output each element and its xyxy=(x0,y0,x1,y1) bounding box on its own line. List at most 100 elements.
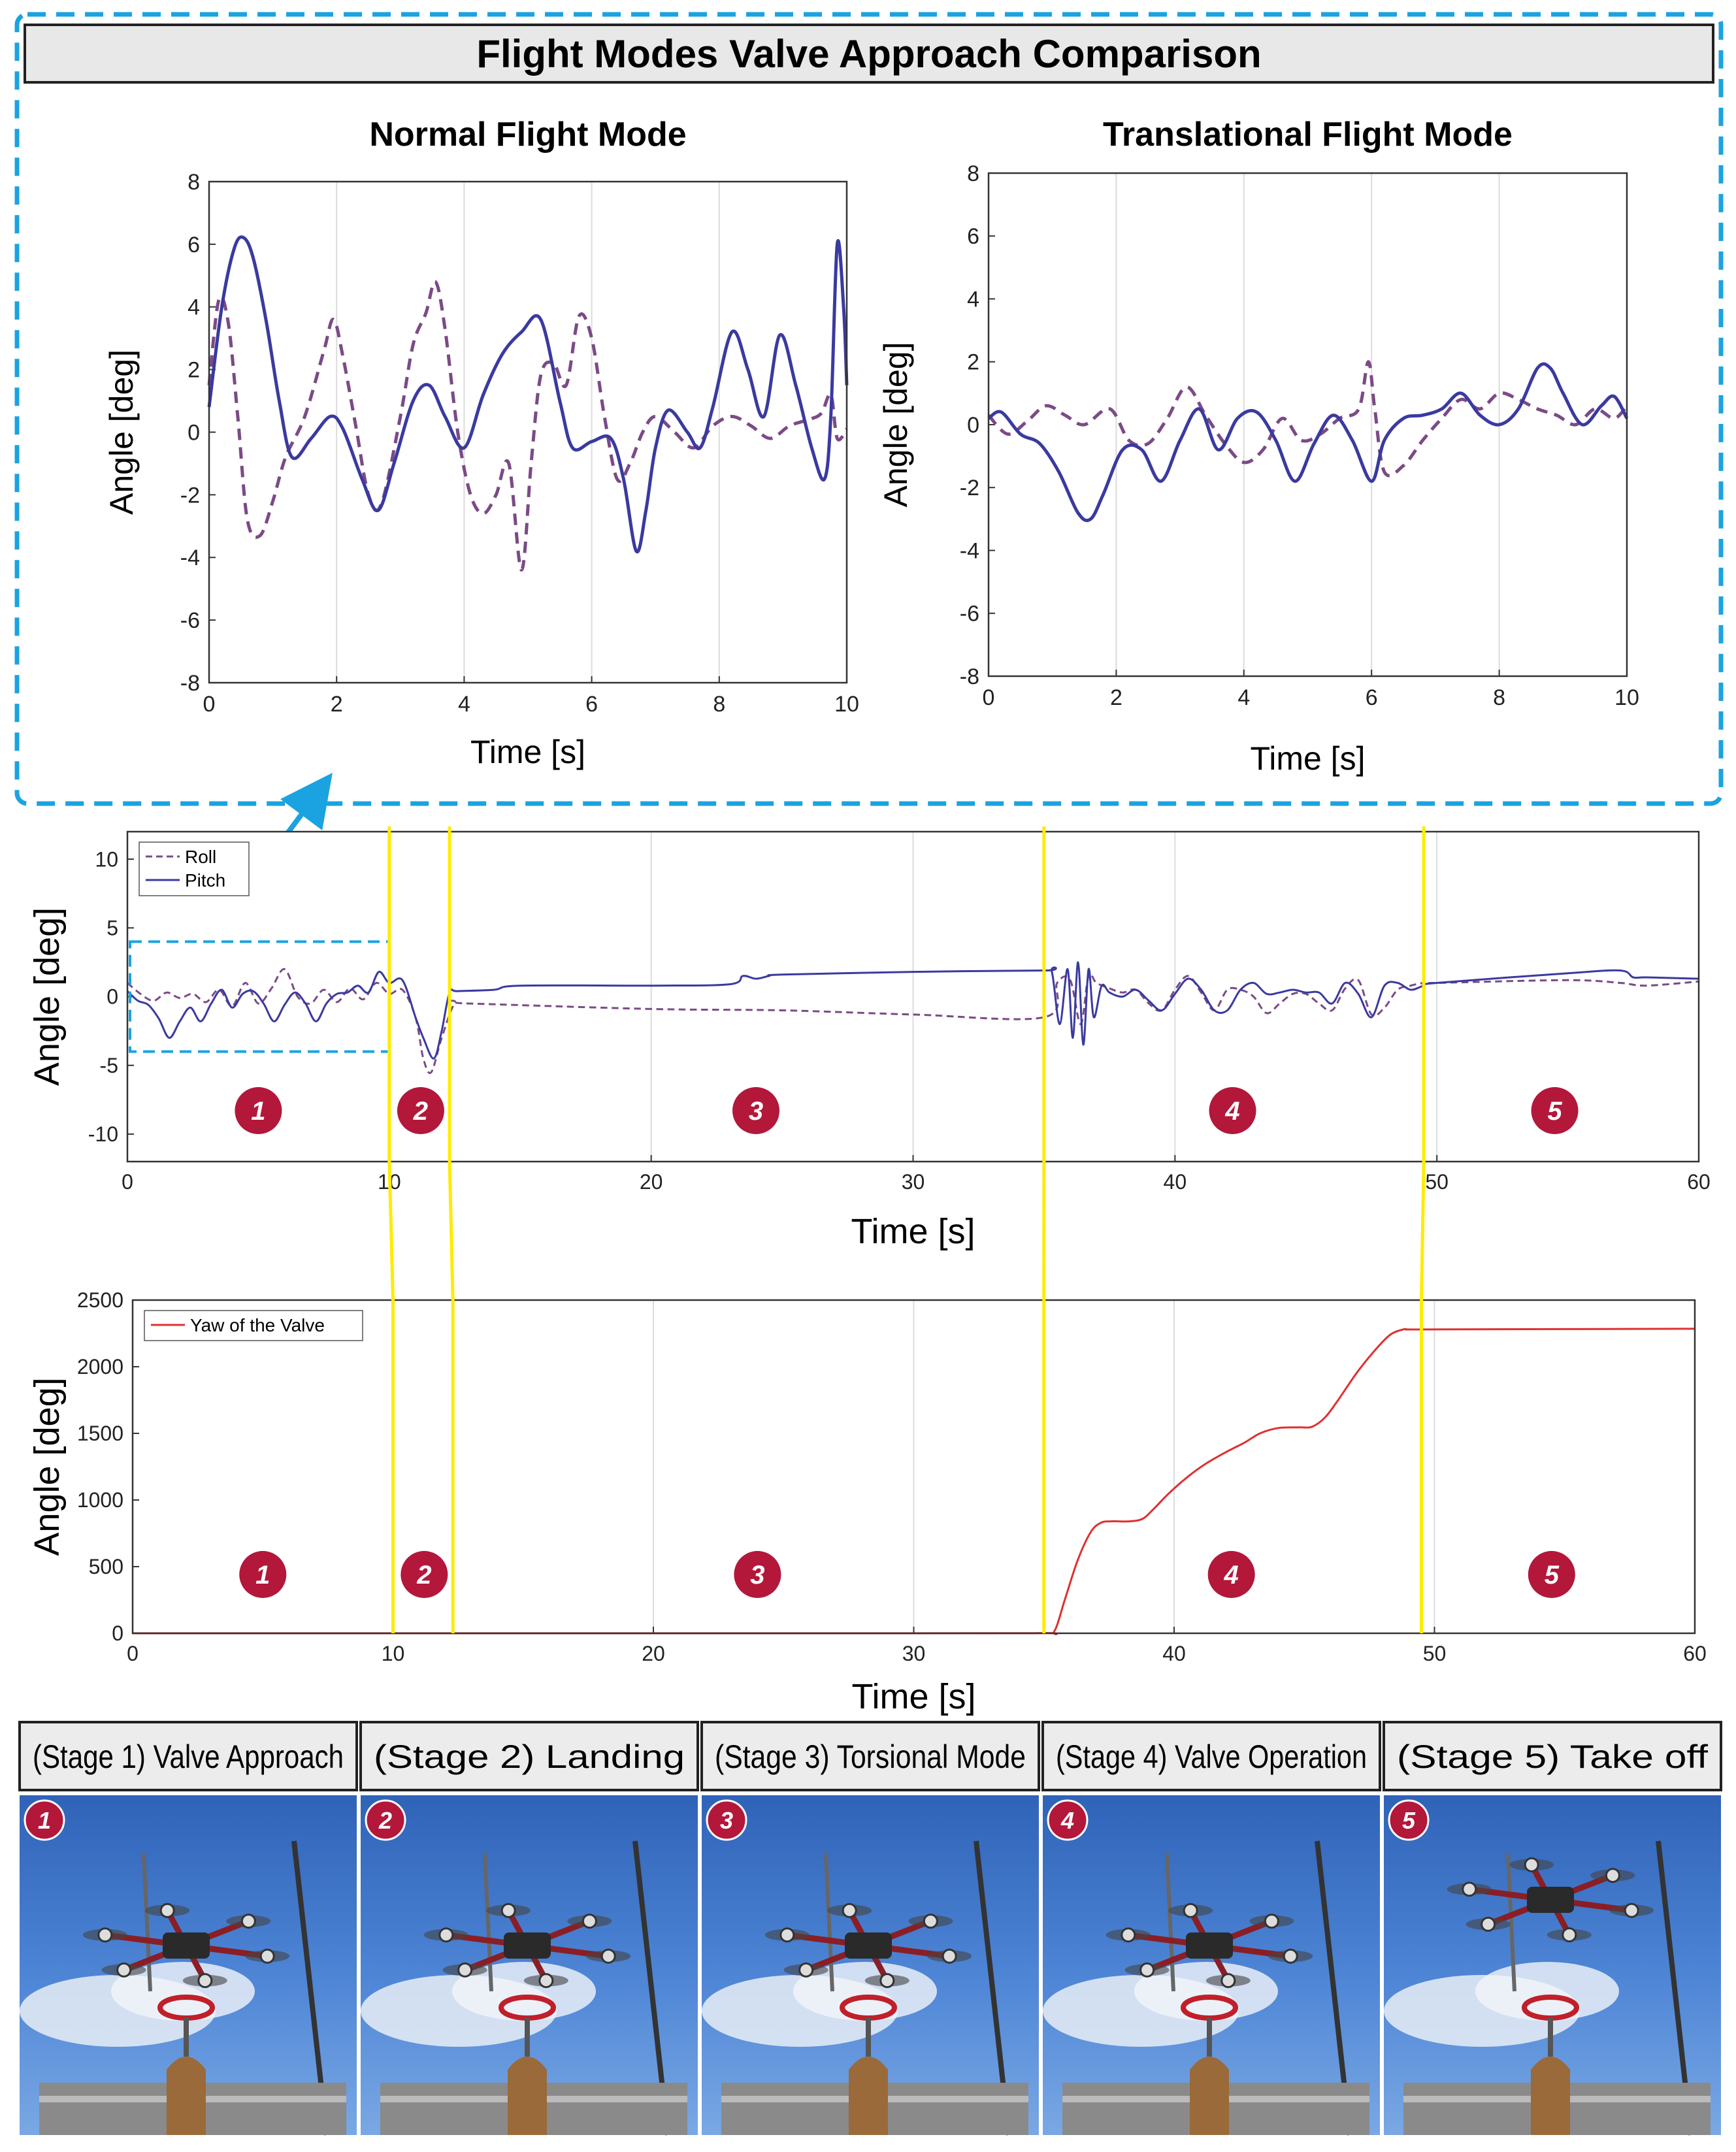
y-tick-label: 8 xyxy=(967,161,979,186)
comparison-title: Flight Modes Valve Approach Comparison xyxy=(476,32,1261,76)
x-tick-label: 10 xyxy=(1614,685,1639,710)
stage-panel-5: (Stage 5) Take off 5 xyxy=(1383,1721,1722,2136)
stage-photo xyxy=(702,1795,1039,2136)
x-tick-label: 30 xyxy=(902,1170,925,1194)
stage-panel-4: (Stage 4) Valve Operation 4 xyxy=(1041,1721,1381,2136)
y-tick-label: 6 xyxy=(188,233,200,257)
comparison-callout-frame xyxy=(14,12,1724,806)
y-axis-label: Angle [deg] xyxy=(27,1377,67,1556)
x-tick-label: 4 xyxy=(458,692,470,717)
x-tick-label: 60 xyxy=(1687,1170,1711,1194)
stage-badge-1: 1 xyxy=(239,1551,287,1598)
photo-badge: 1 xyxy=(24,1799,65,1841)
stage-badge-2: 2 xyxy=(397,1087,444,1134)
stage-boundary-line xyxy=(448,826,455,1633)
y-axis-label: Angle [deg] xyxy=(27,907,67,1086)
svg-text:5: 5 xyxy=(1545,1561,1560,1590)
x-tick-label: 6 xyxy=(585,692,598,717)
x-axis-label: Time [s] xyxy=(851,1212,975,1251)
stage-badge-3: 3 xyxy=(734,1551,781,1598)
stage-badge-1: 1 xyxy=(235,1087,282,1134)
photo-badge: 3 xyxy=(706,1799,747,1841)
normal-flight-mode-chart: 0 2 4 6 8 10 -8 -6 -4 -2 0 2 4 6 8 Normal Flight Mode Ti… xyxy=(103,116,859,770)
svg-text:2: 2 xyxy=(416,1561,431,1590)
x-tick-label: 20 xyxy=(640,1170,663,1194)
y-tick-label: 6 xyxy=(967,224,979,249)
y-tick-label: -5 xyxy=(100,1054,118,1077)
stage-boundary-line xyxy=(387,826,395,1633)
y-tick-label: 1500 xyxy=(77,1422,123,1445)
y-tick-label: 2 xyxy=(967,350,979,375)
y-tick-label: 4 xyxy=(967,287,979,312)
y-tick-label: 10 xyxy=(95,847,118,871)
svg-text:4: 4 xyxy=(1224,1561,1239,1590)
stage-panel-1: (Stage 1) Valve Approach 1 xyxy=(18,1721,358,2136)
drone-icon xyxy=(1447,1857,1654,1943)
x-tick-label: 2 xyxy=(1110,685,1122,710)
svg-text:2: 2 xyxy=(378,1807,392,1834)
series-roll xyxy=(127,968,1699,1074)
axes-box xyxy=(987,172,1628,677)
x-tick-label: 50 xyxy=(1423,1642,1447,1665)
x-axis-label: Time [s] xyxy=(851,1677,975,1716)
x-tick-label: 20 xyxy=(642,1642,665,1665)
y-tick-label: 500 xyxy=(89,1555,123,1578)
stage-photo xyxy=(1384,1795,1721,2136)
y-tick-label: -6 xyxy=(960,602,979,627)
x-tick-label: 0 xyxy=(983,685,995,710)
y-tick-label: 8 xyxy=(188,170,200,195)
stage-label-box xyxy=(1383,1721,1722,1791)
x-axis-label: Time [s] xyxy=(470,734,585,770)
svg-text:4: 4 xyxy=(1060,1807,1074,1834)
stage-label: (Stage 1) Valve Approach xyxy=(33,1738,344,1775)
legend-label: Pitch xyxy=(185,870,225,890)
stage-badge-5: 5 xyxy=(1528,1551,1575,1598)
chart-title: Normal Flight Mode xyxy=(369,116,686,154)
legend-label: Roll xyxy=(185,847,216,867)
stage-panel-3: (Stage 3) Torsional Mode 3 xyxy=(700,1721,1040,2136)
stage-label-box xyxy=(700,1721,1040,1791)
plot-area xyxy=(209,182,847,683)
x-tick-label: 10 xyxy=(382,1642,405,1665)
stage-badge-4: 4 xyxy=(1209,1087,1256,1134)
drone-icon xyxy=(764,1902,972,1989)
x-tick-label: 40 xyxy=(1162,1642,1186,1665)
stage-photo xyxy=(20,1795,357,2136)
legend-label: Yaw of the Valve xyxy=(190,1315,325,1335)
y-tick-label: 2000 xyxy=(77,1355,123,1378)
svg-text:2: 2 xyxy=(413,1097,428,1126)
stage-label: (Stage 2) Landing xyxy=(374,1738,685,1775)
x-tick-label: 40 xyxy=(1164,1170,1187,1194)
y-tick-label: -10 xyxy=(88,1122,118,1146)
series-pitch xyxy=(207,235,849,554)
stage-label: (Stage 4) Valve Operation xyxy=(1056,1738,1367,1775)
translational-flight-mode-chart: 0 2 4 6 8 10 -8 -6 -4 -2 0 2 4 6 8 Translational Flight… xyxy=(877,116,1639,777)
drone-icon xyxy=(82,1902,290,1989)
stage-panel-2: (Stage 2) Landing 2 xyxy=(359,1721,699,2136)
x-tick-label: 8 xyxy=(1493,685,1505,710)
y-tick-label: 5 xyxy=(106,916,118,939)
x-tick-label: 30 xyxy=(902,1642,926,1665)
x-tick-label: 2 xyxy=(331,692,343,717)
y-tick-label: 0 xyxy=(106,985,118,1009)
axes-box xyxy=(208,180,848,684)
y-tick-label: -8 xyxy=(180,671,200,696)
photo-badge: 4 xyxy=(1047,1799,1089,1841)
stage-badge-3: 3 xyxy=(732,1087,779,1134)
svg-text:3: 3 xyxy=(749,1097,763,1126)
series-pitch xyxy=(126,961,1699,1060)
svg-text:1: 1 xyxy=(38,1807,51,1834)
comparison-title-box xyxy=(24,24,1714,84)
x-tick-label: 8 xyxy=(713,692,725,717)
y-tick-label: 0 xyxy=(188,420,200,445)
y-tick-label: 0 xyxy=(967,413,979,438)
stage-label-box xyxy=(1041,1721,1381,1791)
stage-boundary-lines xyxy=(387,826,1426,1633)
x-tick-label: 0 xyxy=(203,692,216,717)
stage-boundary-line xyxy=(1420,826,1426,1633)
stage-label: (Stage 5) Take off xyxy=(1397,1738,1708,1775)
photo-badge: 5 xyxy=(1388,1799,1430,1841)
axes-box xyxy=(126,830,1700,1163)
x-tick-label: 6 xyxy=(1366,685,1378,710)
